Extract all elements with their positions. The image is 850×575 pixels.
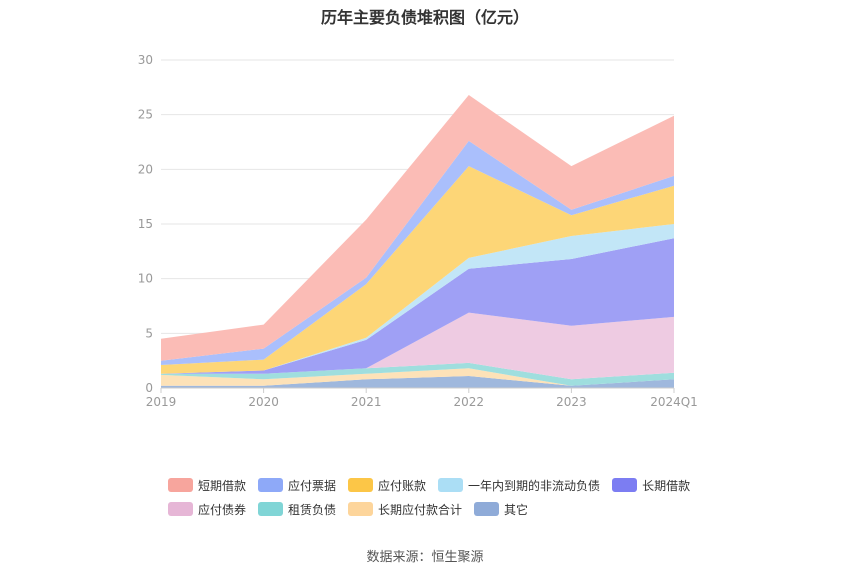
x-tick-label: 2019 bbox=[146, 395, 177, 409]
legend-item[interactable]: 应付债券 bbox=[168, 501, 246, 518]
legend-row: 应付债券 租赁负债 长期应付款合计 其它 bbox=[168, 497, 728, 521]
legend-label: 长期借款 bbox=[642, 478, 691, 493]
data-source: 数据来源：恒生聚源 bbox=[366, 550, 484, 565]
legend-item[interactable]: 长期借款 bbox=[612, 477, 690, 494]
x-tick-label: 2023 bbox=[556, 395, 587, 409]
legend-label: 其它 bbox=[504, 502, 529, 517]
area-series-6 bbox=[161, 224, 674, 374]
x-tick-label: 2021 bbox=[351, 395, 382, 409]
y-tick-label: 0 bbox=[145, 381, 153, 395]
legend-swatch bbox=[168, 478, 193, 492]
legend-row: 短期借款 应付票据 应付账款 一年内到期的非流动负债 长期借款 bbox=[168, 473, 728, 497]
legend-item[interactable]: 其它 bbox=[474, 501, 528, 518]
y-tick-label: 25 bbox=[138, 108, 153, 122]
legend-swatch bbox=[474, 502, 500, 516]
y-tick-label: 30 bbox=[138, 53, 153, 67]
legend-label: 租赁负债 bbox=[288, 502, 337, 517]
y-tick-label: 15 bbox=[138, 217, 153, 231]
y-tick-label: 5 bbox=[145, 326, 153, 340]
legend-label: 一年内到期的非流动负债 bbox=[468, 478, 601, 493]
legend-swatch bbox=[258, 502, 284, 516]
legend-item[interactable]: 应付账款 bbox=[348, 477, 426, 494]
area-series-4 bbox=[161, 312, 674, 380]
area-series-9 bbox=[161, 95, 674, 361]
legend-label: 应付债券 bbox=[198, 502, 247, 517]
x-tick-label: 2020 bbox=[248, 395, 279, 409]
legend-item[interactable]: 长期应付款合计 bbox=[348, 501, 462, 518]
y-tick-label: 10 bbox=[138, 272, 153, 286]
legend-item[interactable]: 租赁负债 bbox=[258, 501, 336, 518]
legend-swatch bbox=[612, 478, 638, 492]
stacked-area-chart: 0 5 10 15 20 25 30 2019 2020 2021 2022 2023 2024Q1 bbox=[138, 53, 698, 409]
legend-item[interactable]: 短期借款 bbox=[168, 477, 246, 494]
area-series bbox=[161, 95, 674, 388]
area-series-1 bbox=[161, 376, 674, 388]
x-tick-label: 2024Q1 bbox=[650, 395, 698, 409]
x-tick-label: 2022 bbox=[454, 395, 485, 409]
legend-item[interactable]: 应付票据 bbox=[258, 477, 336, 494]
legend-label: 长期应付款合计 bbox=[378, 502, 463, 517]
axes: 0 5 10 15 20 25 30 2019 2020 2021 2022 2023 2024Q1 bbox=[138, 53, 698, 409]
legend-swatch bbox=[168, 502, 193, 516]
area-series-2 bbox=[161, 368, 674, 386]
chart-title: 历年主要负债堆积图（亿元） bbox=[320, 8, 529, 27]
legend-swatch bbox=[438, 478, 464, 492]
legend-swatch bbox=[348, 478, 374, 492]
legend-item[interactable]: 一年内到期的非流动负债 bbox=[438, 477, 600, 494]
legend-label: 应付账款 bbox=[378, 478, 427, 493]
legend-swatch bbox=[258, 478, 284, 492]
y-tick-label: 20 bbox=[138, 162, 153, 176]
legend-label: 短期借款 bbox=[198, 478, 247, 493]
area-series-8 bbox=[161, 140, 674, 365]
legend-swatch bbox=[348, 502, 374, 516]
legend-label: 应付票据 bbox=[288, 478, 337, 493]
area-series-7 bbox=[161, 166, 674, 374]
area-series-3 bbox=[161, 362, 674, 386]
legend: 短期借款 应付票据 应付账款 一年内到期的非流动负债 长期借款应付债券 租赁负债 长期应付款… bbox=[168, 473, 728, 521]
area-series-5 bbox=[161, 238, 674, 374]
